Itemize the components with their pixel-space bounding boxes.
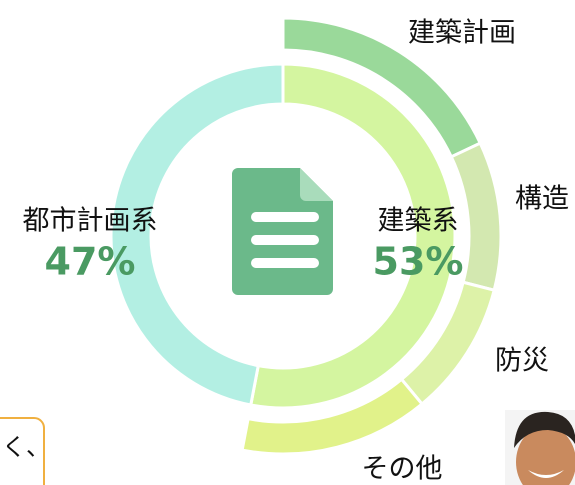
value-label: 47%	[45, 240, 136, 284]
segment	[109, 62, 285, 407]
document-icon	[232, 168, 333, 295]
segment-label: その他	[362, 454, 443, 485]
caption-box: く、	[0, 417, 50, 485]
caption: く、	[2, 433, 50, 461]
segment-label: 防災	[495, 346, 549, 377]
segment-label: 都市計画系	[23, 206, 158, 237]
segment-label: 構造	[515, 184, 569, 215]
segment	[249, 62, 457, 410]
presenter-photo	[505, 410, 575, 485]
segment	[240, 377, 425, 456]
segment-label: 建築計画	[408, 18, 516, 49]
segment-label: 建築系	[378, 206, 459, 237]
value-label: 53%	[373, 240, 464, 284]
